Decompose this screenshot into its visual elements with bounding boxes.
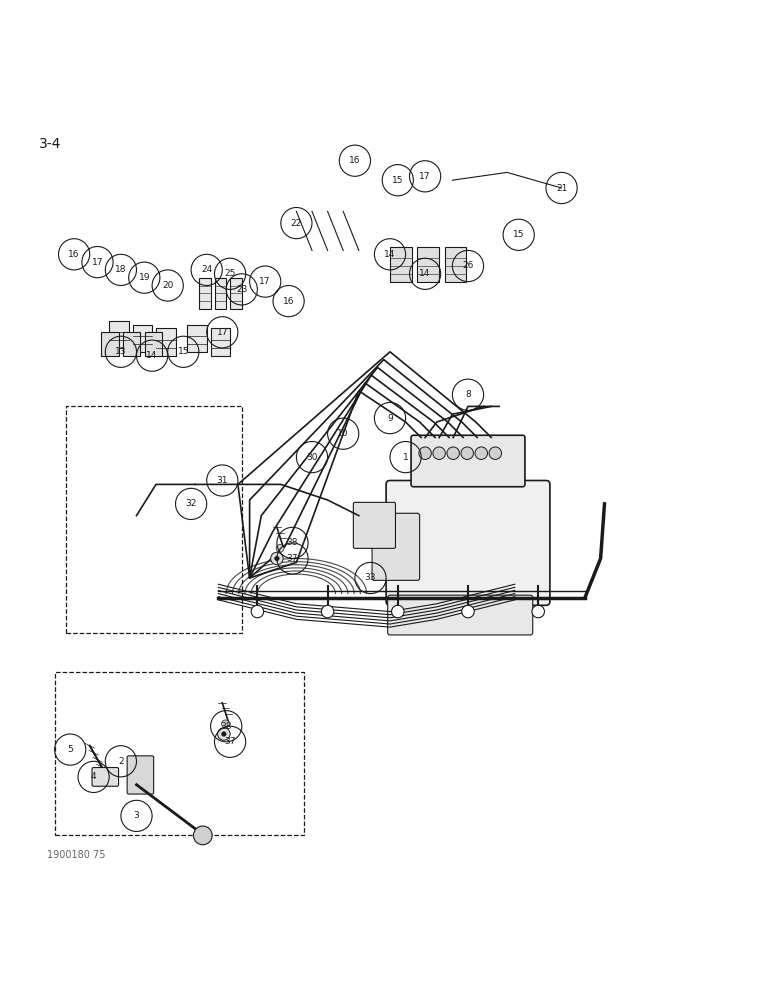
Circle shape: [532, 605, 544, 618]
Text: 16: 16: [283, 297, 294, 306]
Bar: [156, 328, 176, 356]
Bar: [133, 324, 152, 352]
Circle shape: [271, 552, 283, 565]
Text: 16: 16: [69, 250, 80, 259]
Text: 4: 4: [90, 772, 97, 781]
Text: 3: 3: [133, 811, 140, 820]
Circle shape: [193, 826, 212, 845]
Bar: [145, 332, 162, 356]
Text: 8: 8: [465, 390, 471, 399]
Text: 10: 10: [338, 429, 349, 438]
Text: 15: 15: [178, 347, 189, 356]
Bar: [55, 672, 304, 835]
Bar: [109, 321, 129, 348]
Bar: [215, 278, 226, 309]
Text: 26: 26: [463, 261, 473, 270]
Text: 15: 15: [392, 176, 403, 185]
Text: 17: 17: [217, 328, 228, 337]
Circle shape: [461, 447, 473, 459]
Text: 1900180 75: 1900180 75: [47, 850, 105, 860]
Text: 33: 33: [365, 573, 376, 582]
Bar: [123, 332, 140, 356]
Text: 14: 14: [147, 351, 158, 360]
Text: 3-4: 3-4: [39, 137, 62, 151]
Bar: [199, 278, 211, 309]
Text: 18: 18: [115, 265, 126, 274]
Text: 31: 31: [217, 476, 228, 485]
Circle shape: [462, 605, 474, 618]
Circle shape: [321, 605, 334, 618]
FancyBboxPatch shape: [353, 502, 395, 548]
Text: 1: 1: [402, 453, 409, 462]
Text: 5: 5: [67, 745, 73, 754]
Bar: [101, 332, 119, 356]
Circle shape: [218, 728, 230, 740]
Text: 38: 38: [287, 538, 298, 547]
Circle shape: [447, 447, 459, 459]
Text: 37: 37: [287, 554, 298, 563]
Bar: [390, 246, 412, 282]
Circle shape: [419, 447, 431, 459]
Bar: [211, 328, 230, 356]
Text: 13: 13: [115, 347, 126, 356]
Text: 14: 14: [420, 269, 431, 278]
Text: 17: 17: [420, 172, 431, 181]
Text: 30: 30: [307, 453, 317, 462]
Text: 38: 38: [221, 722, 232, 731]
Bar: [445, 246, 466, 282]
Circle shape: [489, 447, 502, 459]
Text: 14: 14: [385, 250, 395, 259]
Bar: [187, 324, 207, 352]
FancyBboxPatch shape: [411, 435, 525, 487]
FancyBboxPatch shape: [127, 756, 154, 794]
FancyBboxPatch shape: [388, 595, 533, 635]
Circle shape: [251, 605, 264, 618]
FancyBboxPatch shape: [92, 768, 119, 786]
Bar: [417, 246, 439, 282]
Text: 17: 17: [92, 258, 103, 267]
Text: 21: 21: [556, 184, 567, 193]
Text: 22: 22: [291, 219, 302, 228]
Circle shape: [222, 720, 229, 728]
Circle shape: [433, 447, 445, 459]
Circle shape: [276, 544, 284, 552]
Text: 20: 20: [162, 281, 173, 290]
Text: 23: 23: [236, 285, 247, 294]
Text: 32: 32: [186, 499, 197, 508]
Text: 37: 37: [225, 737, 236, 746]
Text: 16: 16: [349, 156, 360, 165]
Text: 15: 15: [513, 230, 524, 239]
Bar: [230, 278, 242, 309]
Text: 19: 19: [139, 273, 150, 282]
Circle shape: [475, 447, 488, 459]
Circle shape: [275, 556, 279, 561]
Text: 9: 9: [387, 414, 393, 423]
Text: 17: 17: [260, 277, 271, 286]
Circle shape: [222, 732, 226, 736]
Text: 24: 24: [201, 265, 212, 274]
Circle shape: [392, 605, 404, 618]
FancyBboxPatch shape: [372, 513, 420, 580]
Text: 25: 25: [225, 269, 236, 278]
FancyBboxPatch shape: [386, 481, 550, 605]
Text: 2: 2: [118, 757, 124, 766]
